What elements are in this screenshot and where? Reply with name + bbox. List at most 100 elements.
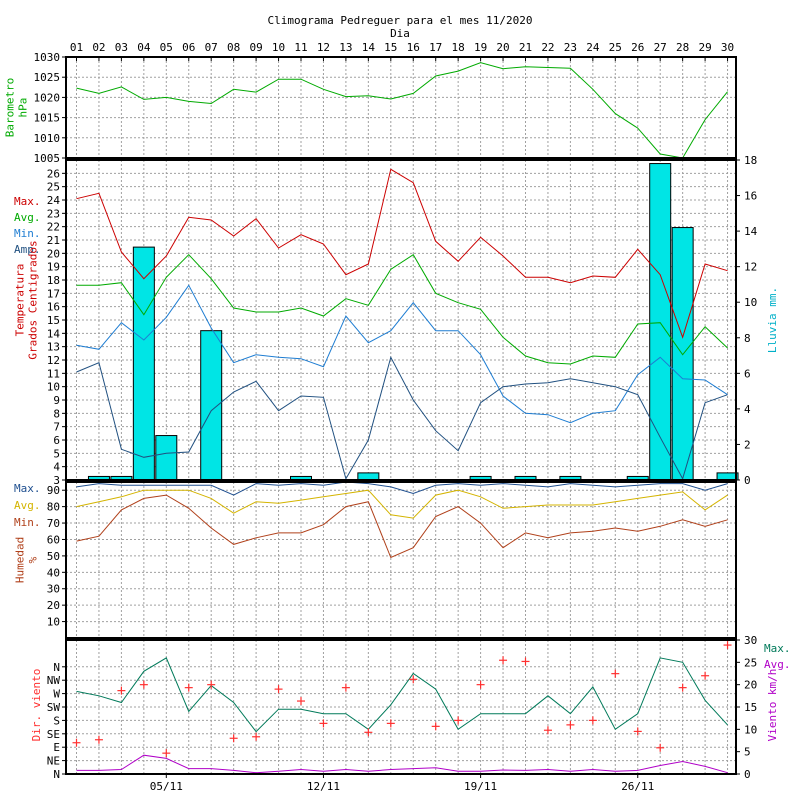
wind-direction-marker [431,722,440,731]
chart-title: Climograma Pedreguer para el mes 11/2020 [268,14,533,27]
day-label: 10 [272,41,285,54]
day-label: 14 [362,41,376,54]
x-axis-label: Dia [390,27,410,40]
day-label: 24 [586,41,600,54]
xtick-date-label: 05/11 [150,780,183,793]
temperature-legend-3: Amp. [14,243,41,256]
wind-direction-marker [611,669,620,678]
day-label: 06 [182,41,195,54]
day-label: 16 [407,41,420,54]
day-label: 17 [429,41,442,54]
humidity-line-avg [76,489,728,519]
day-label: 29 [698,41,711,54]
wind-direction-marker [274,685,283,694]
day-label: 05 [160,41,173,54]
wind-line-max [76,657,728,733]
xtick-date-label: 12/11 [307,780,340,793]
xtick-date-label: 19/11 [464,780,497,793]
ytick-label-temperature: 22 [47,221,60,234]
humidity-line-max [76,481,728,496]
day-label: 02 [92,41,105,54]
wind-direction-marker [521,657,530,666]
temp-line-amp [76,355,728,481]
ytick-label-barometer: 1005 [34,152,61,165]
ytick-label-wind: NW [47,674,61,687]
humidity-legend-0: Max. [14,482,41,495]
ytick-label-temperature: 17 [47,287,60,300]
ytick-label-humidity: 80 [47,501,60,514]
ytick-label-wind: E [53,741,60,754]
day-label: 03 [115,41,128,54]
y2tick-label-temperature: 10 [744,296,757,309]
xtick-date-label: 26/11 [621,780,654,793]
humidity-ylabel: Humedad% [14,537,40,583]
ytick-label-humidity: 70 [47,517,60,530]
day-label: 18 [452,41,465,54]
ytick-label-humidity: 30 [47,583,60,596]
day-label: 04 [137,41,151,54]
wind-direction-marker [656,743,665,752]
day-label: 28 [676,41,689,54]
temperature-legend-0: Max. [14,195,41,208]
day-label: 11 [294,41,307,54]
y2tick-label-wind: 5 [744,746,751,759]
ytick-label-temperature: 6 [53,434,60,447]
y2tick-label-temperature: 8 [744,332,751,345]
ytick-label-temperature: 20 [47,247,60,260]
ytick-label-temperature: 14 [47,327,61,340]
rain-bar [671,227,694,481]
humidity-legend-1: Avg. [14,499,41,512]
barometer-ylabel: BarometrohPa [4,78,30,138]
day-label: 20 [496,41,509,54]
ytick-label-wind: N [53,661,60,674]
y2tick-label-temperature: 14 [744,225,758,238]
wind-direction-marker [499,656,508,665]
wind-direction-marker [588,716,597,725]
wind-direction-marker [184,683,193,692]
ytick-label-temperature: 23 [47,207,60,220]
y2tick-label-temperature: 4 [744,403,751,416]
wind-direction-marker [162,749,171,758]
ytick-label-temperature: 15 [47,314,60,327]
y2tick-label-wind: 0 [744,768,751,781]
day-label: 26 [631,41,644,54]
y2tick-label-wind: 25 [744,656,757,669]
temp-line-min [76,284,728,424]
ytick-label-temperature: 13 [47,341,60,354]
day-label: 12 [317,41,330,54]
rain-bar [357,472,380,481]
rain-bar [132,246,155,481]
wind-speed-ylabel: Viento km/h [766,669,779,742]
ytick-label-humidity: 20 [47,599,60,612]
wind-dir-ylabel: Dir. viento [30,669,43,742]
ytick-label-temperature: 21 [47,234,60,247]
wind-direction-marker [319,719,328,728]
wind-direction-marker [94,735,103,744]
rain-bar [155,435,178,481]
ytick-label-barometer: 1030 [34,51,61,64]
wind-direction-marker [543,726,552,735]
ytick-label-temperature: 24 [47,194,61,207]
wind-direction-marker [678,683,687,692]
y2tick-label-temperature: 12 [744,261,757,274]
wind-direction-marker [386,719,395,728]
day-label: 01 [70,41,83,54]
ytick-label-temperature: 25 [47,181,60,194]
wind-direction-marker [454,716,463,725]
ytick-label-humidity: 90 [47,484,60,497]
temperature-legend-1: Avg. [14,211,41,224]
ytick-label-barometer: 1025 [34,71,61,84]
ytick-label-temperature: 5 [53,447,60,460]
temp-line-avg [76,253,728,365]
day-label: 09 [249,41,262,54]
ytick-label-wind: SE [47,728,60,741]
ytick-label-temperature: 16 [47,301,60,314]
ytick-label-temperature: 19 [47,261,60,274]
wind-direction-marker [364,728,373,737]
rain-bar [200,330,223,481]
ytick-label-temperature: 26 [47,167,60,180]
wind-direction-marker [72,738,81,747]
wind-direction-marker [409,675,418,684]
wind-direction-marker [701,671,710,680]
